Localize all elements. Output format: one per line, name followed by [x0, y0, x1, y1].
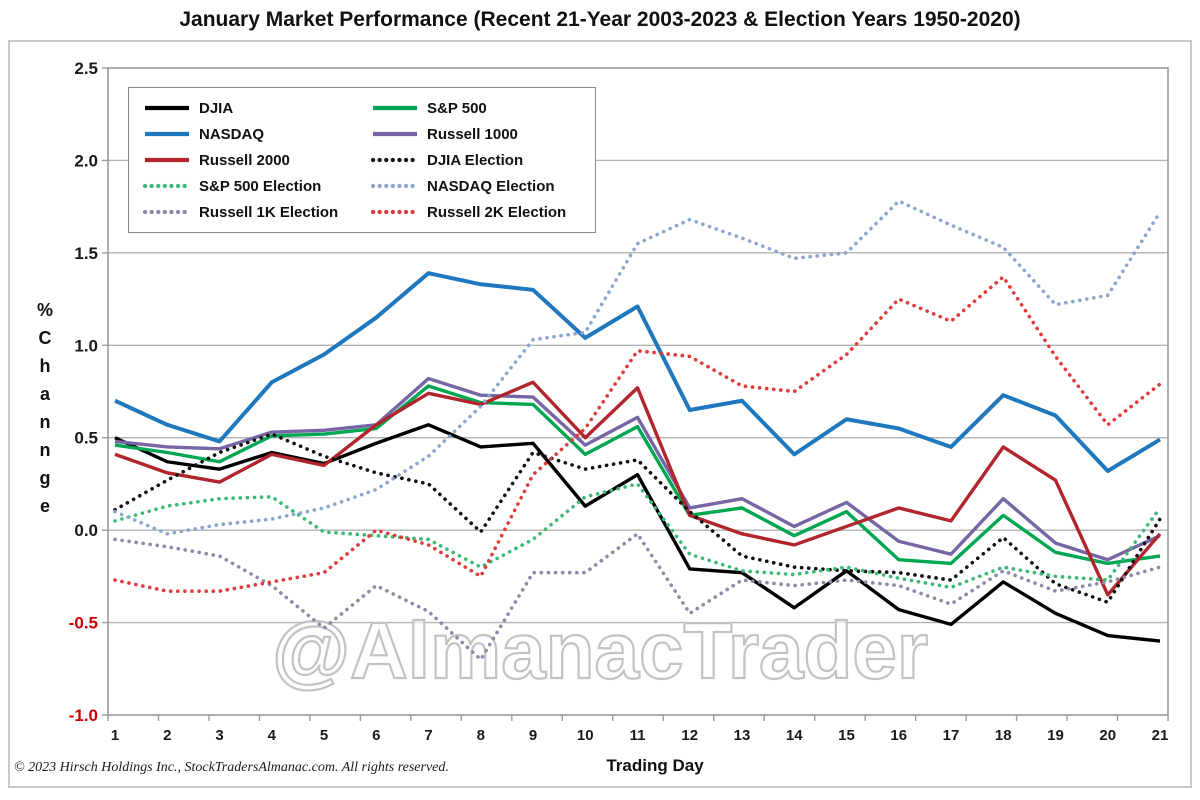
series-line-russell-1000	[114, 376, 1161, 562]
series-line-nasdaq-election	[113, 199, 1162, 536]
x-axis-title: Trading Day	[606, 756, 704, 775]
series-line-s-p-500	[114, 384, 1161, 566]
legend-label: S&P 500 Election	[199, 177, 322, 195]
series-line-djia-election	[113, 432, 1162, 605]
legend-item-russell-2000: Russell 2000	[143, 147, 371, 173]
legend-swatch-dotted-line	[371, 209, 419, 215]
legend-item-djia: DJIA	[143, 95, 371, 121]
y-tick-label: -0.5	[69, 614, 98, 633]
legend-label: Russell 2K Election	[427, 203, 567, 221]
series-line-russell-2k-election	[113, 275, 1162, 593]
legend: DJIA S&P 500 NASDAQ Russell 1000 Russell 200…	[128, 87, 596, 233]
x-tick-label: 1	[111, 727, 119, 744]
y-tick-label: 1.5	[74, 244, 98, 263]
legend-label: DJIA	[199, 99, 234, 117]
legend-item-s-p-500-election: S&P 500 Election	[143, 173, 371, 199]
figure-frame	[8, 40, 1192, 788]
x-tick-label: 10	[577, 727, 594, 744]
chart-title: January Market Performance (Recent 21-Ye…	[179, 8, 1021, 31]
legend-label: Russell 1000	[427, 125, 518, 143]
legend-label: NASDAQ	[199, 125, 265, 143]
legend-swatch-solid-line	[145, 131, 189, 137]
x-tick-label: 6	[372, 727, 380, 744]
x-tick-label: 20	[1099, 727, 1116, 744]
series-line-s-p-500-election	[113, 482, 1162, 590]
x-tick-label: 4	[268, 727, 277, 744]
x-tick-label: 12	[681, 727, 698, 744]
legend-item-nasdaq-election: NASDAQ Election	[371, 173, 585, 199]
legend-label: Russell 2000	[199, 151, 290, 169]
x-tick-label: 2	[163, 727, 171, 744]
legend-swatch-solid-line	[145, 105, 189, 111]
legend-item-s-p-500: S&P 500	[371, 95, 585, 121]
y-axis-title-letter: %	[36, 300, 53, 320]
x-tick-label: 18	[995, 727, 1012, 744]
x-tick-label: 13	[734, 727, 751, 744]
x-tick-label: 9	[529, 727, 537, 744]
y-tick-label: 2.0	[74, 151, 98, 170]
y-axis-title-letter: h	[39, 356, 51, 376]
legend-swatch-dotted-line	[371, 183, 419, 189]
x-tick-label: 8	[477, 727, 485, 744]
x-tick-label: 7	[424, 727, 432, 744]
legend-item-russell-1000: Russell 1000	[371, 121, 585, 147]
y-axis-title-letter: n	[39, 440, 51, 460]
y-tick-label: 0.5	[74, 429, 98, 448]
legend-swatch-dotted-line	[143, 209, 191, 215]
series-line-nasdaq	[114, 271, 1162, 473]
legend-swatch-dotted-line	[371, 157, 419, 163]
x-tick-label: 15	[838, 727, 855, 744]
legend-swatch-dotted-line	[143, 183, 191, 189]
plot-box	[107, 67, 1169, 716]
y-tick-label: -1.0	[69, 706, 98, 725]
x-tick-label: 17	[943, 727, 960, 744]
legend-item-russell-2k-election: Russell 2K Election	[371, 199, 585, 225]
series-line-djia	[114, 423, 1161, 643]
legend-item-nasdaq: NASDAQ	[143, 121, 371, 147]
y-tick-label: 0.0	[74, 521, 98, 540]
legend-label: Russell 1K Election	[199, 203, 339, 221]
y-axis-title-letter: e	[39, 496, 50, 516]
y-axis-title-letter: g	[39, 468, 51, 488]
series-line-russell-2000	[114, 380, 1162, 597]
y-axis-title-letter: C	[38, 328, 52, 348]
legend-swatch-solid-line	[373, 105, 417, 111]
x-tick-label: 14	[786, 727, 803, 744]
x-tick-label: 19	[1047, 727, 1064, 744]
legend-item-djia-election: DJIA Election	[371, 147, 585, 173]
x-tick-label: 21	[1152, 727, 1169, 744]
x-tick-label: 5	[320, 727, 328, 744]
watermark-text: @AlmanacTrader	[272, 606, 928, 695]
y-tick-label: 2.5	[74, 59, 98, 78]
legend-item-russell-1k-election: Russell 1K Election	[143, 199, 371, 225]
y-axis-title-letter: a	[39, 384, 50, 404]
copyright-note: © 2023 Hirsch Holdings Inc., StockTrader…	[14, 760, 449, 775]
legend-label: DJIA Election	[427, 151, 524, 169]
y-axis-title-letter: n	[39, 412, 51, 432]
legend-label: S&P 500	[427, 99, 487, 117]
legend-label: NASDAQ Election	[427, 177, 555, 195]
x-tick-label: 16	[890, 727, 907, 744]
x-tick-label: 3	[215, 727, 223, 744]
legend-swatch-solid-line	[145, 157, 189, 163]
x-tick-label: 11	[630, 727, 646, 744]
legend-swatch-solid-line	[373, 131, 417, 137]
y-tick-label: 1.0	[74, 336, 98, 355]
